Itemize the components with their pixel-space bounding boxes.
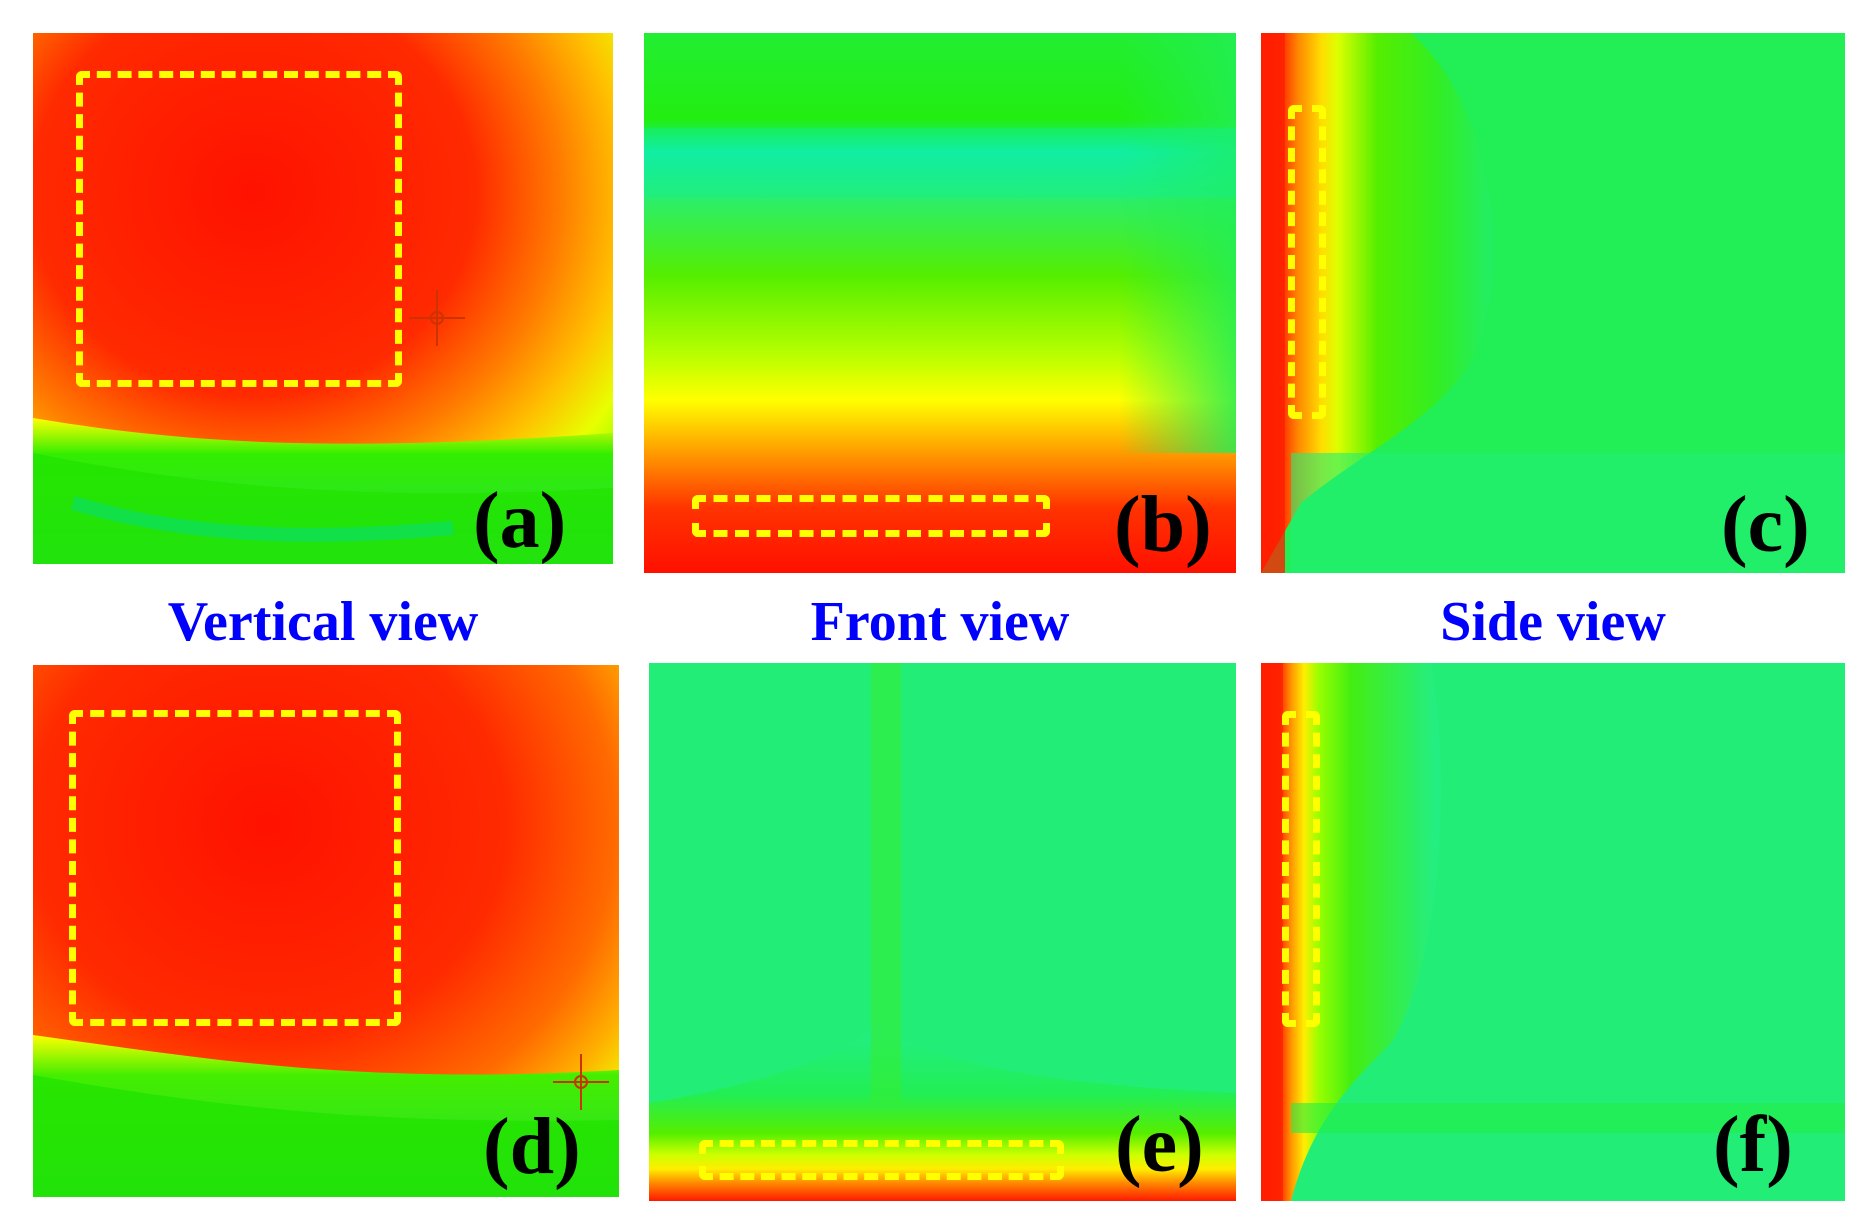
region-highlight-box [1288,105,1326,419]
panel-e-front-view-heatmap: (e) [649,663,1236,1201]
panel-d-vertical-view-heatmap: (d) [33,665,619,1197]
side-view-label: Side view [1440,591,1666,653]
region-highlight-box [1282,711,1320,1027]
panel-tag: (b) [1114,481,1212,569]
panel-tag: (c) [1721,481,1810,569]
panel-tag: (d) [483,1103,581,1191]
panel-b-front-view-heatmap: (b) [644,33,1236,573]
panel-tag: (f) [1713,1101,1793,1189]
front-view-label: Front view [810,591,1070,653]
region-highlight-box [692,495,1050,537]
crosshair-marker-icon [553,1054,609,1110]
region-highlight-box [69,710,401,1026]
crosshair-marker-icon [409,290,465,346]
panel-f-side-view-heatmap: (f) [1261,663,1845,1201]
panel-tag: (e) [1115,1101,1204,1189]
panel-tag: (a) [473,477,567,564]
region-highlight-box [76,71,402,387]
panel-c-side-view-heatmap: (c) [1261,33,1845,573]
region-highlight-box [699,1140,1064,1180]
panel-a-vertical-view-heatmap: (a) [33,33,613,564]
vertical-view-label: Vertical view [167,591,479,653]
